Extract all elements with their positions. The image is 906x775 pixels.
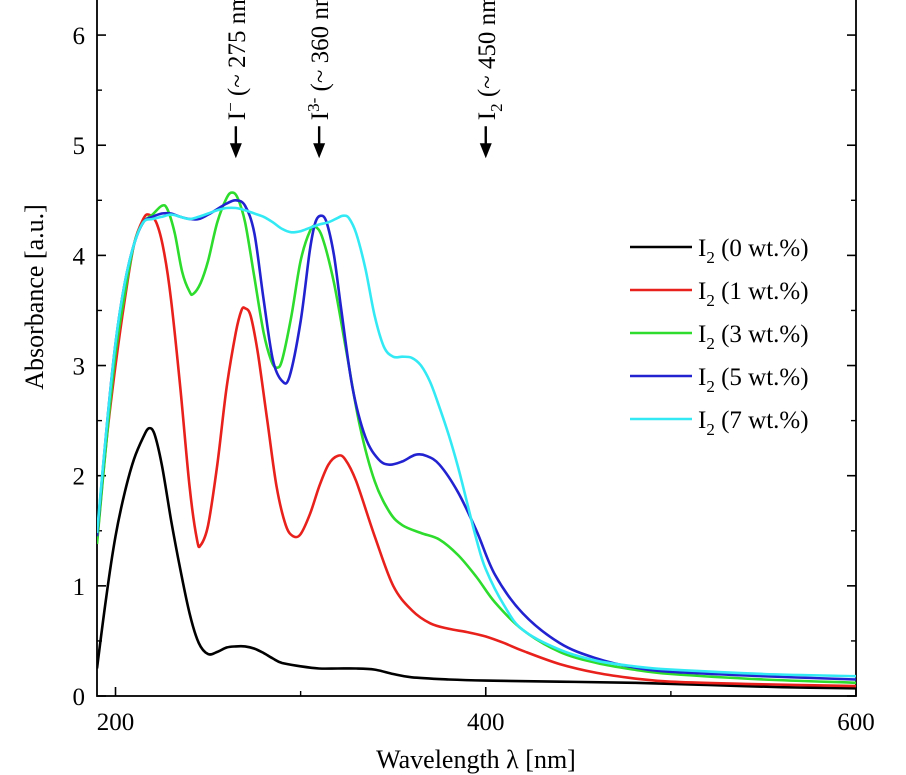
- peak-annotations: I− (~ 275 nm) I3- (~ 360 nm) I2 (~ 450 nm): [221, 0, 506, 159]
- y-tick-label: 3: [73, 354, 86, 381]
- annotation-arrow-head: [229, 143, 242, 159]
- legend-label: I2 (0 wt.%): [698, 235, 809, 267]
- y-tick-label: 2: [73, 464, 86, 491]
- legend: I2 (0 wt.%) I2 (1 wt.%) I2 (3 wt.%) I2 (5 w…: [630, 235, 809, 439]
- series-line-1: [97, 213, 856, 688]
- x-tick-label: 600: [837, 709, 875, 736]
- series-lines: [97, 191, 856, 690]
- series-line-4: [97, 206, 856, 678]
- y-tick-label: 5: [73, 133, 86, 160]
- plot-frame: [96, 0, 857, 697]
- y-axis-title: Absorbance [a.u.]: [20, 204, 49, 390]
- peak-annotation-label: I3- (~ 360 nm): [304, 0, 334, 120]
- y-tick-label: 4: [73, 243, 86, 270]
- peak-annotation-label: I− (~ 275 nm): [221, 0, 251, 120]
- axis-ticks: 0 1 2 3 4 5 6 200 400 600: [73, 23, 875, 736]
- annotation-arrow-head: [479, 143, 492, 159]
- x-tick-label: 400: [467, 709, 505, 736]
- y-tick-label: 1: [73, 574, 86, 601]
- legend-label: I2 (1 wt.%): [698, 278, 809, 310]
- legend-label: I2 (3 wt.%): [698, 321, 809, 353]
- series-line-3: [97, 198, 856, 681]
- legend-label: I2 (5 wt.%): [698, 364, 809, 396]
- annotation-arrow-head: [313, 143, 326, 159]
- y-tick-label: 6: [73, 23, 86, 50]
- plot-border: [96, 0, 857, 697]
- x-tick-label: 200: [97, 709, 135, 736]
- series-line-0: [97, 426, 856, 690]
- peak-annotation-label: I2 (~ 450 nm): [474, 0, 506, 120]
- y-tick-label: 0: [73, 684, 86, 711]
- legend-label: I2 (7 wt.%): [698, 407, 809, 439]
- x-axis-title: Wavelength λ [nm]: [376, 745, 576, 774]
- series-line-2: [97, 191, 856, 685]
